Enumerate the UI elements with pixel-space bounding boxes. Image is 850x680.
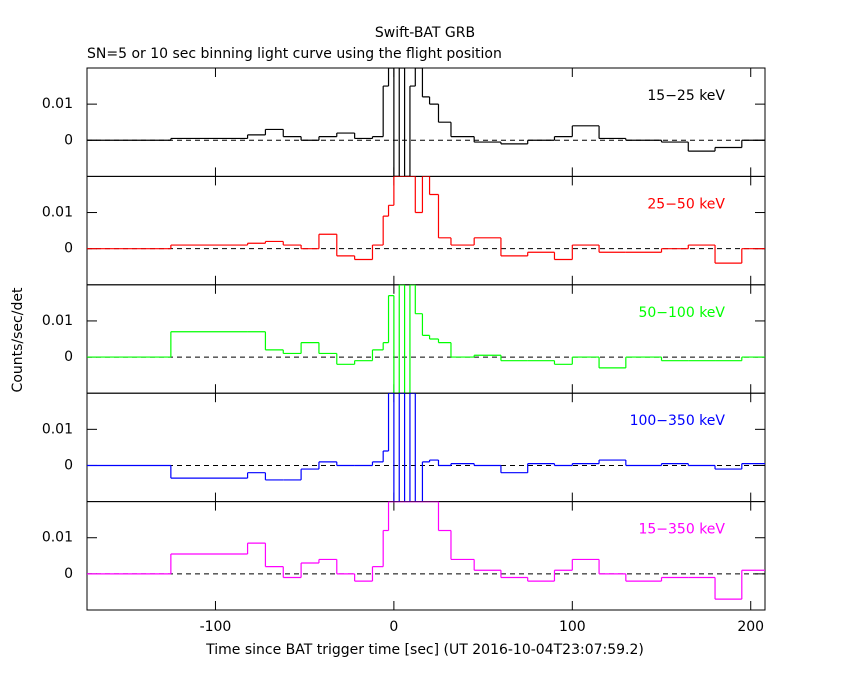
- x-axis-label: Time since BAT trigger time [sec] (UT 20…: [205, 642, 644, 658]
- panel-frame: [86, 175, 766, 286]
- series: [87, 393, 765, 502]
- series: [87, 68, 765, 177]
- panel-label: 15−350 keV: [638, 522, 725, 538]
- y-tick-label: 0.01: [42, 313, 73, 329]
- y-tick-label: 0.01: [42, 530, 73, 546]
- chart-title: Swift-BAT GRB: [375, 25, 475, 41]
- x-tick-label: 0: [389, 619, 398, 635]
- series: [87, 284, 765, 394]
- y-tick-label: 0.01: [42, 421, 73, 437]
- x-tick-label: -100: [200, 619, 232, 635]
- panel-frame: [86, 392, 766, 503]
- y-tick-label: 0.01: [42, 205, 73, 221]
- x-tick-label: 200: [737, 619, 764, 635]
- y-tick-label: 0: [64, 566, 73, 582]
- y-tick-label: 0.01: [42, 96, 73, 112]
- y-tick-label: 0: [64, 349, 73, 365]
- x-tick-label: 100: [559, 619, 586, 635]
- panel-label: 50−100 keV: [638, 305, 725, 321]
- panel-label: 25−50 keV: [647, 196, 725, 212]
- panel-frame: [86, 67, 766, 177]
- y-tick-label: 0: [64, 241, 73, 257]
- panel-label: 100−350 keV: [630, 413, 726, 429]
- chart-subtitle: SN=5 or 10 sec binning light curve using…: [87, 46, 502, 62]
- panel-frame: [86, 501, 766, 611]
- y-tick-label: 0: [64, 457, 73, 473]
- y-tick-label: 0: [64, 132, 73, 148]
- series: [87, 176, 765, 264]
- panel-frame: [86, 284, 766, 394]
- panel-label: 15−25 keV: [647, 88, 725, 104]
- y-axis-label: Counts/sec/det: [10, 287, 26, 392]
- series: [87, 501, 765, 600]
